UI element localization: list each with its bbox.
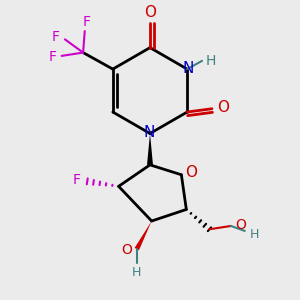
Text: O: O	[144, 5, 156, 20]
Polygon shape	[135, 221, 152, 250]
Text: O: O	[236, 218, 246, 232]
Text: F: F	[48, 50, 56, 64]
Text: F: F	[72, 173, 80, 187]
Text: O: O	[185, 165, 197, 180]
Text: O: O	[121, 243, 132, 257]
Text: O: O	[217, 100, 229, 115]
Text: N: N	[144, 125, 155, 140]
Text: H: H	[132, 266, 142, 279]
Polygon shape	[147, 134, 153, 165]
Text: H: H	[206, 54, 217, 68]
Text: H: H	[249, 228, 259, 241]
Text: N: N	[182, 61, 194, 76]
Text: F: F	[52, 30, 60, 44]
Text: F: F	[82, 15, 90, 29]
